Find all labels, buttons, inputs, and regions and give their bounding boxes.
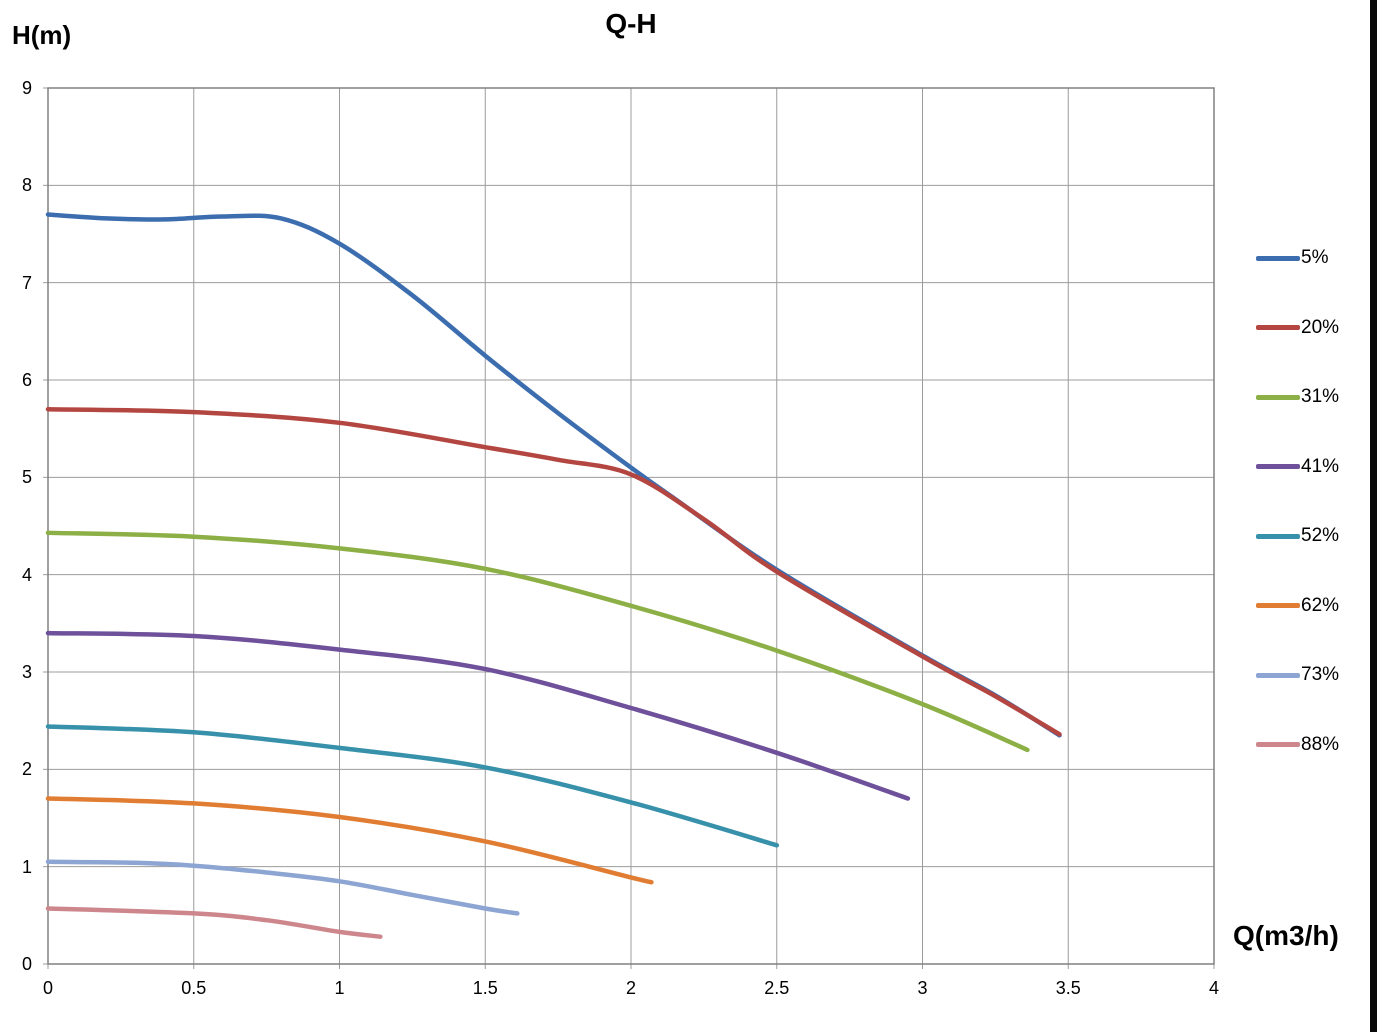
legend-item-88%: 88% bbox=[1256, 732, 1339, 758]
series-curve-31% bbox=[45, 530, 1030, 753]
y-tick-label: 6 bbox=[21, 370, 32, 390]
series-curve-41% bbox=[45, 630, 911, 801]
y-tick-label: 8 bbox=[21, 175, 32, 196]
legend-line-swatch bbox=[1256, 533, 1300, 539]
legend-line-swatch bbox=[1256, 394, 1300, 400]
legend-line-swatch bbox=[1256, 255, 1300, 261]
series-curve-88% bbox=[45, 906, 383, 939]
x-tick-label: 1.5 bbox=[472, 978, 498, 998]
y-tick-label: 2 bbox=[21, 759, 32, 780]
legend-label: 31% bbox=[1301, 386, 1340, 407]
legend-item-73%: 73% bbox=[1256, 662, 1339, 688]
legend-item-62%: 62% bbox=[1256, 593, 1339, 619]
y-tick-label: 3 bbox=[21, 662, 32, 682]
y-tick-label: 1 bbox=[21, 856, 32, 877]
series-curve-62% bbox=[45, 796, 654, 885]
legend-label: 41% bbox=[1301, 455, 1340, 477]
legend-label: 88% bbox=[1301, 733, 1340, 755]
x-tick-label: 3.5 bbox=[1055, 978, 1081, 998]
chart-title: Q-H bbox=[605, 8, 657, 39]
legend-item-41%: 41% bbox=[1256, 454, 1339, 480]
legend-label: 62% bbox=[1301, 594, 1340, 616]
x-tick-label: 1 bbox=[334, 978, 345, 998]
x-axis-title: Q(m3/h) bbox=[1233, 920, 1339, 951]
legend-line-swatch bbox=[1256, 603, 1300, 608]
x-tick-label: 4 bbox=[1208, 978, 1219, 998]
legend-label: 5% bbox=[1301, 247, 1329, 268]
x-tick-label: 2 bbox=[625, 978, 636, 998]
series-curve-20% bbox=[45, 406, 1062, 737]
legend-item-5%: 5% bbox=[1256, 245, 1328, 271]
x-tick-label: 0 bbox=[42, 978, 53, 998]
series-curve-52% bbox=[45, 724, 780, 848]
legend-label: 52% bbox=[1301, 525, 1340, 546]
y-axis-title: H(m) bbox=[12, 20, 72, 50]
series-curve-73% bbox=[45, 859, 520, 916]
series-curve-5% bbox=[45, 212, 1062, 738]
legend-line-swatch bbox=[1256, 464, 1300, 469]
legend-label: 73% bbox=[1301, 664, 1340, 685]
screen-right-edge-bar bbox=[1370, 0, 1377, 1032]
y-tick-label: 9 bbox=[21, 78, 32, 98]
legend-item-20%: 20% bbox=[1256, 315, 1339, 341]
x-tick-label: 3 bbox=[917, 978, 928, 998]
legend-label: 20% bbox=[1301, 316, 1340, 338]
x-tick-label: 0.5 bbox=[181, 978, 207, 998]
legend-item-52%: 52% bbox=[1256, 523, 1339, 549]
x-tick-label: 2.5 bbox=[764, 978, 790, 998]
y-tick-label: 4 bbox=[21, 564, 32, 585]
legend-line-swatch bbox=[1256, 325, 1300, 330]
legend-line-swatch bbox=[1256, 742, 1300, 747]
legend-item-31%: 31% bbox=[1256, 384, 1339, 410]
y-tick-label: 7 bbox=[21, 272, 32, 293]
y-tick-label: 0 bbox=[21, 954, 32, 974]
plot-border bbox=[47, 87, 1215, 965]
legend-line-swatch bbox=[1256, 672, 1300, 678]
y-tick-label: 5 bbox=[21, 467, 32, 488]
